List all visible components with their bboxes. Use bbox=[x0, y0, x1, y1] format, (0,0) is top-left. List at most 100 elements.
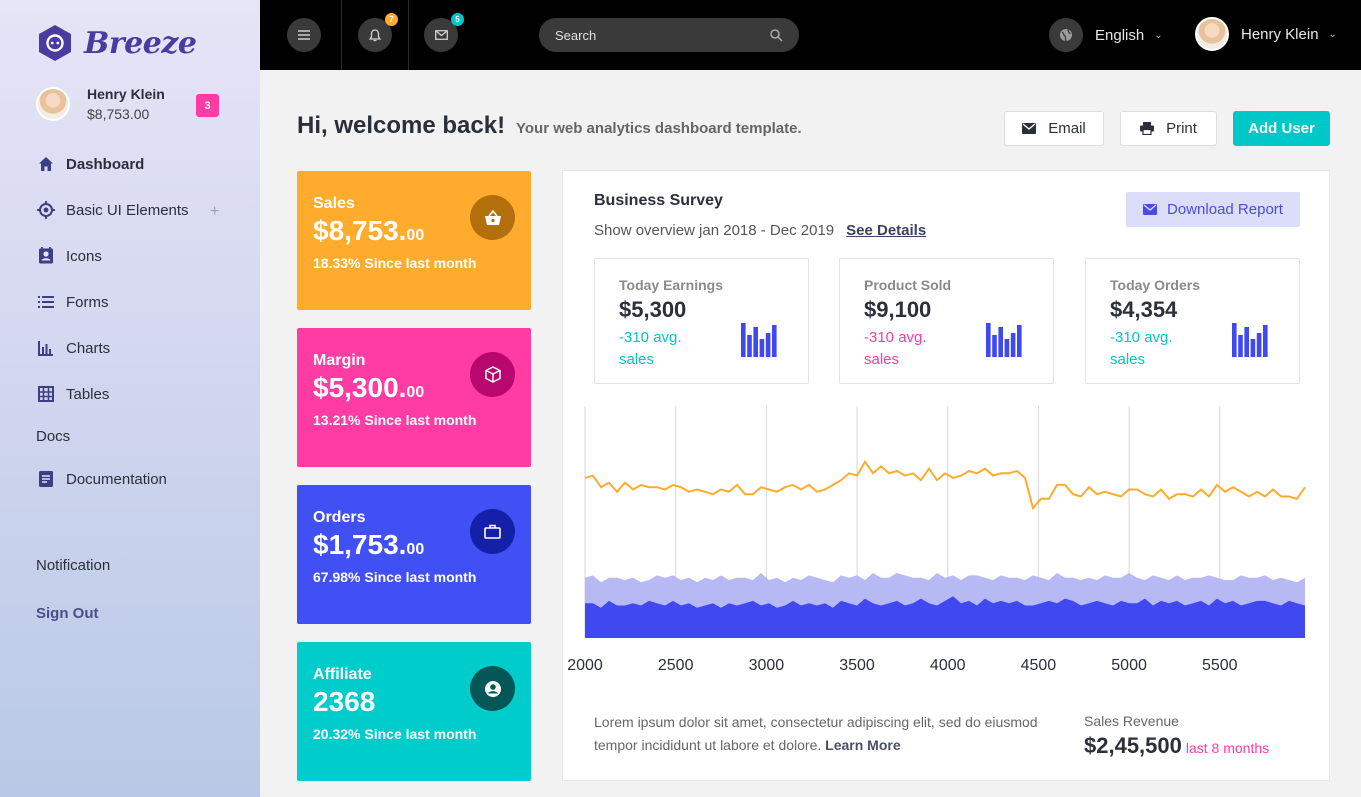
x-tick-label: 2500 bbox=[658, 657, 694, 674]
email-button-label: Email bbox=[1048, 120, 1086, 137]
stat-card-orders[interactable]: Orders $1,753.00 67.98% Since last month bbox=[297, 485, 531, 624]
sidebar-item-label: Documentation bbox=[66, 470, 167, 488]
mini-card-label: Today Orders bbox=[1110, 277, 1200, 293]
profile-badge: 3 bbox=[196, 94, 219, 117]
mini-card-value: $9,100 bbox=[864, 297, 932, 322]
x-tick-label: 5500 bbox=[1202, 657, 1238, 674]
messages-button[interactable]: 5 bbox=[424, 13, 464, 52]
stat-card-sales[interactable]: Sales $8,753.00 18.33% Since last month bbox=[297, 171, 531, 310]
mini-bar bbox=[1244, 327, 1249, 357]
language-selector[interactable]: English ⌄ bbox=[1049, 18, 1163, 52]
sidebar-item-forms[interactable]: Forms bbox=[36, 292, 109, 312]
mini-bar bbox=[772, 325, 777, 357]
brand[interactable]: Breeze bbox=[38, 24, 197, 62]
add-user-button[interactable]: Add User bbox=[1233, 111, 1330, 146]
stat-value: $1,753.00 bbox=[313, 529, 425, 560]
mail-icon bbox=[1143, 204, 1158, 215]
notifications-count-badge: 7 bbox=[385, 13, 398, 26]
email-button[interactable]: Email bbox=[1004, 111, 1104, 146]
mail-icon bbox=[434, 30, 448, 40]
mini-card-label: Product Sold bbox=[864, 277, 952, 293]
sidebar-item-label: Basic UI Elements bbox=[66, 201, 189, 219]
list-icon bbox=[36, 292, 56, 312]
mini-card-today-earnings[interactable]: Today Earnings $5,300 -310 avg. sales bbox=[594, 258, 809, 384]
profile-balance: $8,753.00 bbox=[87, 106, 150, 122]
x-tick-label: 2000 bbox=[567, 657, 603, 674]
stat-label: Sales bbox=[313, 195, 355, 212]
chevron-down-icon: ⌄ bbox=[1328, 28, 1337, 40]
sidebar-item-label: Forms bbox=[66, 293, 109, 311]
survey-subtitle: Show overview jan 2018 - Dec 2019 See Det… bbox=[594, 222, 927, 239]
x-tick-label: 4500 bbox=[1021, 657, 1057, 674]
bell-icon bbox=[369, 28, 381, 41]
sidebar-item-icons[interactable]: Icons bbox=[36, 246, 102, 266]
stat-label: Affiliate bbox=[313, 666, 372, 683]
sidebar-item-notification[interactable]: Notification bbox=[36, 557, 111, 574]
table-icon bbox=[36, 384, 56, 404]
mini-bar-chart-icon bbox=[741, 323, 777, 357]
mini-bar bbox=[1017, 325, 1022, 357]
business-survey-panel: Business Survey Show overview jan 2018 -… bbox=[562, 170, 1330, 781]
survey-title: Business Survey bbox=[594, 192, 723, 209]
sidebar-item-documentation[interactable]: Documentation bbox=[36, 469, 167, 489]
page-title: Hi, welcome back! bbox=[297, 112, 506, 139]
sidebar-item-dashboard[interactable]: Dashboard bbox=[36, 154, 144, 174]
briefcase-icon bbox=[470, 509, 515, 554]
notifications-button[interactable]: 7 bbox=[358, 13, 398, 52]
avatar bbox=[1195, 17, 1229, 51]
user-circle-icon bbox=[470, 666, 515, 711]
menu-toggle-button[interactable] bbox=[287, 18, 321, 52]
topbar-divider bbox=[341, 0, 342, 70]
mini-bar-chart-icon bbox=[1232, 323, 1268, 357]
see-details-link[interactable]: See Details bbox=[846, 222, 927, 239]
sidebar-profile[interactable]: Henry Klein $8,753.00 3 bbox=[36, 86, 226, 122]
sales-revenue-label: Sales Revenue bbox=[1084, 713, 1179, 729]
search-icon[interactable] bbox=[770, 28, 783, 42]
mini-bar bbox=[1263, 325, 1268, 357]
document-icon bbox=[36, 469, 56, 489]
mini-card-avg: -310 avg. sales bbox=[1110, 329, 1173, 368]
learn-more-link[interactable]: Learn More bbox=[825, 737, 901, 753]
user-name: Henry Klein bbox=[1241, 25, 1319, 43]
sidebar-item-label: Tables bbox=[66, 385, 110, 403]
stat-since: 13.21% Since last month bbox=[313, 412, 477, 428]
home-icon bbox=[36, 154, 56, 174]
hamburger-icon bbox=[298, 30, 310, 40]
mini-bar bbox=[1250, 339, 1256, 357]
sidebar-item-sign-out[interactable]: Sign Out bbox=[36, 605, 99, 622]
search-input[interactable] bbox=[555, 27, 770, 43]
sidebar-item-tables[interactable]: Tables bbox=[36, 384, 109, 404]
print-button[interactable]: Print bbox=[1120, 111, 1217, 146]
mini-bar bbox=[1256, 333, 1262, 357]
stat-since: 67.98% Since last month bbox=[313, 569, 477, 585]
topbar: 7 5 English ⌄ Henry Klein ⌄ bbox=[260, 0, 1361, 70]
chevron-down-icon: ⌄ bbox=[1154, 29, 1163, 41]
mini-card-value: $5,300 bbox=[619, 297, 687, 322]
mini-bar bbox=[1004, 339, 1010, 357]
mini-card-product-sold[interactable]: Product Sold $9,100 -310 avg. sales bbox=[839, 258, 1054, 384]
search-bar[interactable] bbox=[539, 18, 799, 52]
page-subtitle: Your web analytics dashboard template. bbox=[516, 120, 802, 137]
contact-card-icon bbox=[36, 246, 56, 266]
mini-bar bbox=[1238, 335, 1243, 357]
x-tick-label: 5000 bbox=[1111, 657, 1147, 674]
sales-revenue-value: $2,45,500 last 8 months bbox=[1084, 733, 1270, 758]
expand-plus-icon[interactable]: + bbox=[210, 203, 220, 220]
language-label: English bbox=[1095, 26, 1145, 44]
download-report-button[interactable]: Download Report bbox=[1126, 192, 1300, 227]
sidebar-item-basic-ui-elements[interactable]: Basic UI Elements bbox=[36, 200, 189, 220]
mini-card-today-orders[interactable]: Today Orders $4,354 -310 avg. sales bbox=[1085, 258, 1300, 384]
user-menu[interactable]: Henry Klein ⌄ bbox=[1195, 17, 1337, 51]
x-tick-label: 3000 bbox=[749, 657, 785, 674]
bar-chart-icon bbox=[36, 338, 56, 358]
mail-icon bbox=[1022, 123, 1037, 134]
stat-value: 2368 bbox=[313, 686, 376, 717]
stat-label: Margin bbox=[313, 352, 366, 369]
mini-bar-chart-icon bbox=[986, 323, 1022, 357]
stat-card-affiliate[interactable]: Affiliate 2368 20.32% Since last month bbox=[297, 642, 531, 781]
mini-card-label: Today Earnings bbox=[619, 277, 723, 293]
stat-card-margin[interactable]: Margin $5,300.00 13.21% Since last month bbox=[297, 328, 531, 467]
mini-bar bbox=[741, 323, 746, 357]
sidebar-item-charts[interactable]: Charts bbox=[36, 338, 110, 358]
globe-button bbox=[1049, 18, 1083, 52]
